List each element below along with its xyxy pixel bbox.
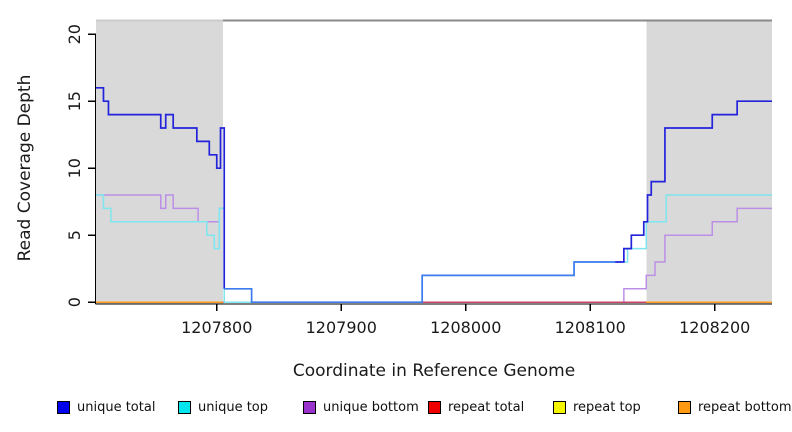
y-tick-label: 15 [65, 91, 84, 111]
x-tick-label: 1208100 [555, 318, 626, 337]
legend-swatch [678, 400, 691, 414]
y-tick-label: 5 [65, 230, 84, 240]
y-axis-title: Read Coverage Depth [15, 75, 35, 262]
x-tick-label: 1208000 [430, 318, 501, 337]
x-axis-title: Coordinate in Reference Genome [293, 361, 575, 381]
masked-region [646, 20, 772, 304]
legend-swatch [553, 400, 566, 414]
legend-swatch [57, 400, 70, 414]
series-unique-total [615, 100, 772, 263]
legend-label: repeat top [573, 399, 641, 415]
legend-swatch [178, 400, 191, 414]
legend-label: unique bottom [323, 399, 419, 415]
series-unique-total [96, 86, 226, 289]
x-tick-label: 1208200 [679, 318, 750, 337]
legend-item-repeat-total: repeat total [428, 398, 524, 416]
legend-swatch [303, 400, 316, 414]
series-unique-total [224, 261, 616, 304]
x-tick-label: 1207800 [181, 318, 252, 337]
masked-region [96, 20, 223, 304]
legend-label: repeat total [448, 399, 525, 415]
x-tick-label: 1207900 [306, 318, 377, 337]
y-tick-label: 0 [65, 297, 84, 307]
legend-item-unique-top: unique top [178, 398, 268, 416]
legend-swatch [428, 400, 441, 414]
y-tick-label: 10 [65, 158, 84, 178]
y-tick-label: 20 [65, 24, 84, 44]
legend-item-unique-bottom: unique bottom [303, 398, 419, 416]
legend-item-unique-total: unique total [57, 398, 155, 416]
legend-item-repeat-top: repeat top [553, 398, 641, 416]
legend-label: unique top [198, 399, 269, 415]
legend-label: repeat bottom [698, 399, 792, 415]
legend: unique total unique top unique bottom repea… [0, 398, 792, 422]
legend-label: unique total [77, 399, 156, 415]
legend-item-repeat-bottom: repeat bottom [678, 398, 792, 416]
